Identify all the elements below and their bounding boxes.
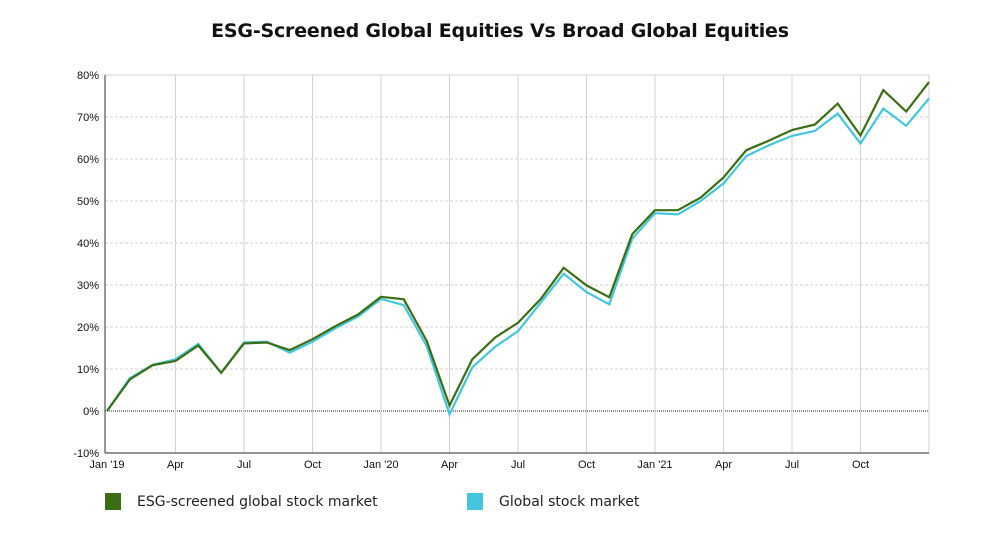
y-tick-label: 10% — [77, 364, 99, 376]
legend-label-esg: ESG-screened global stock market — [137, 493, 378, 510]
y-tick-label: 30% — [77, 280, 99, 292]
x-tick-label: Jul — [785, 459, 799, 471]
y-tick-label: 70% — [77, 112, 99, 124]
x-tick-label: Apr — [715, 459, 732, 471]
legend-swatch-esg — [105, 493, 121, 510]
x-tick-label: Jan '19 — [89, 459, 124, 471]
x-tick-label: Apr — [167, 459, 184, 471]
axes — [104, 74, 930, 454]
series-lines — [106, 81, 930, 418]
y-tick-label: 0% — [83, 406, 99, 418]
legend-label-global: Global stock market — [499, 493, 640, 510]
y-tick-label: 40% — [77, 238, 99, 250]
legend-item-global: Global stock market — [467, 493, 639, 510]
x-tick-label: Oct — [304, 459, 321, 471]
esg-series-line — [106, 81, 930, 412]
legend-swatch-global — [467, 493, 483, 510]
x-tick-label: Oct — [852, 459, 869, 471]
chart-title: ESG-Screened Global Equities Vs Broad Gl… — [211, 20, 789, 42]
y-axis-ticks: -10% 0% 10% 20% 30% 40% 50% 60% 70% 80% — [73, 70, 99, 460]
x-tick-label: Jul — [237, 459, 251, 471]
x-tick-label: Jan '20 — [363, 459, 398, 471]
y-tick-label: 60% — [77, 154, 99, 166]
y-tick-label: -10% — [73, 448, 99, 460]
x-axis-ticks: Jan '19 Apr Jul Oct Jan '20 Apr Jul Oct Jan '21 A… — [89, 459, 869, 471]
legend-item-esg: ESG-screened global stock market — [105, 493, 378, 510]
x-tick-label: Jan '21 — [637, 459, 672, 471]
x-tick-label: Oct — [578, 459, 595, 471]
x-tick-label: Jul — [511, 459, 525, 471]
y-tick-label: 20% — [77, 322, 99, 334]
gridlines — [105, 74, 929, 453]
x-tick-label: Apr — [441, 459, 458, 471]
y-tick-label: 80% — [77, 70, 99, 82]
y-tick-label: 50% — [77, 196, 99, 208]
